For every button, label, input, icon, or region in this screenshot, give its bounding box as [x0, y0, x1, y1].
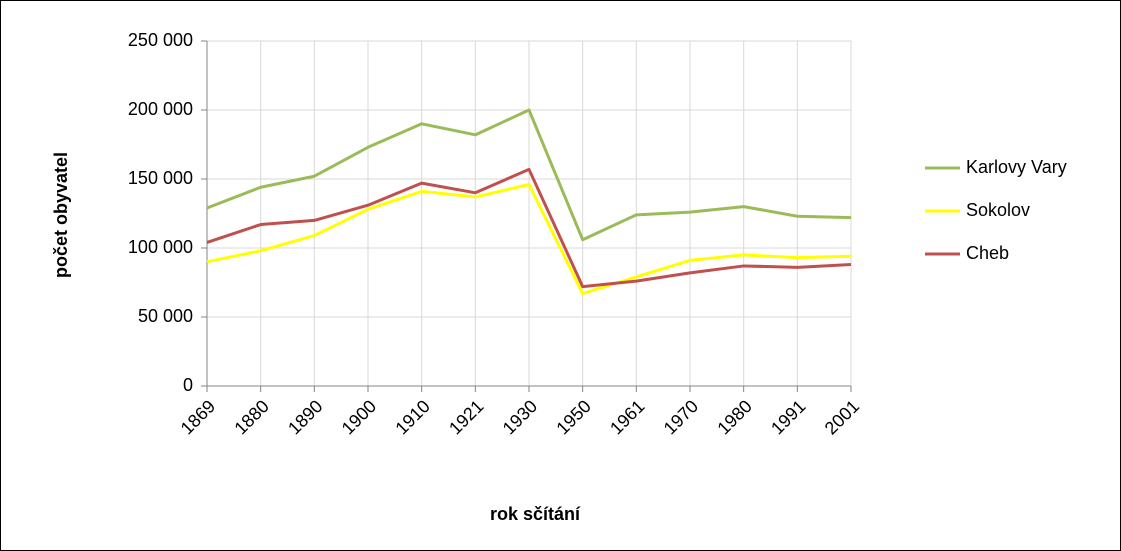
legend-label: Sokolov [966, 200, 1030, 220]
y-tick-label: 50 000 [138, 306, 193, 326]
y-tick-label: 150 000 [128, 168, 193, 188]
series-line [206, 108, 852, 242]
series-line [206, 167, 852, 289]
y-axis-label: počet obyvatel [51, 152, 71, 278]
x-axis-label: rok sčítání [490, 504, 581, 524]
y-tick-label: 250 000 [128, 30, 193, 50]
legend-label: Cheb [966, 243, 1009, 263]
y-tick-label: 100 000 [128, 237, 193, 257]
series-line [206, 183, 852, 296]
y-tick-label: 0 [183, 375, 193, 395]
legend-label: Karlovy Vary [966, 157, 1067, 177]
y-tick-label: 200 000 [128, 99, 193, 119]
